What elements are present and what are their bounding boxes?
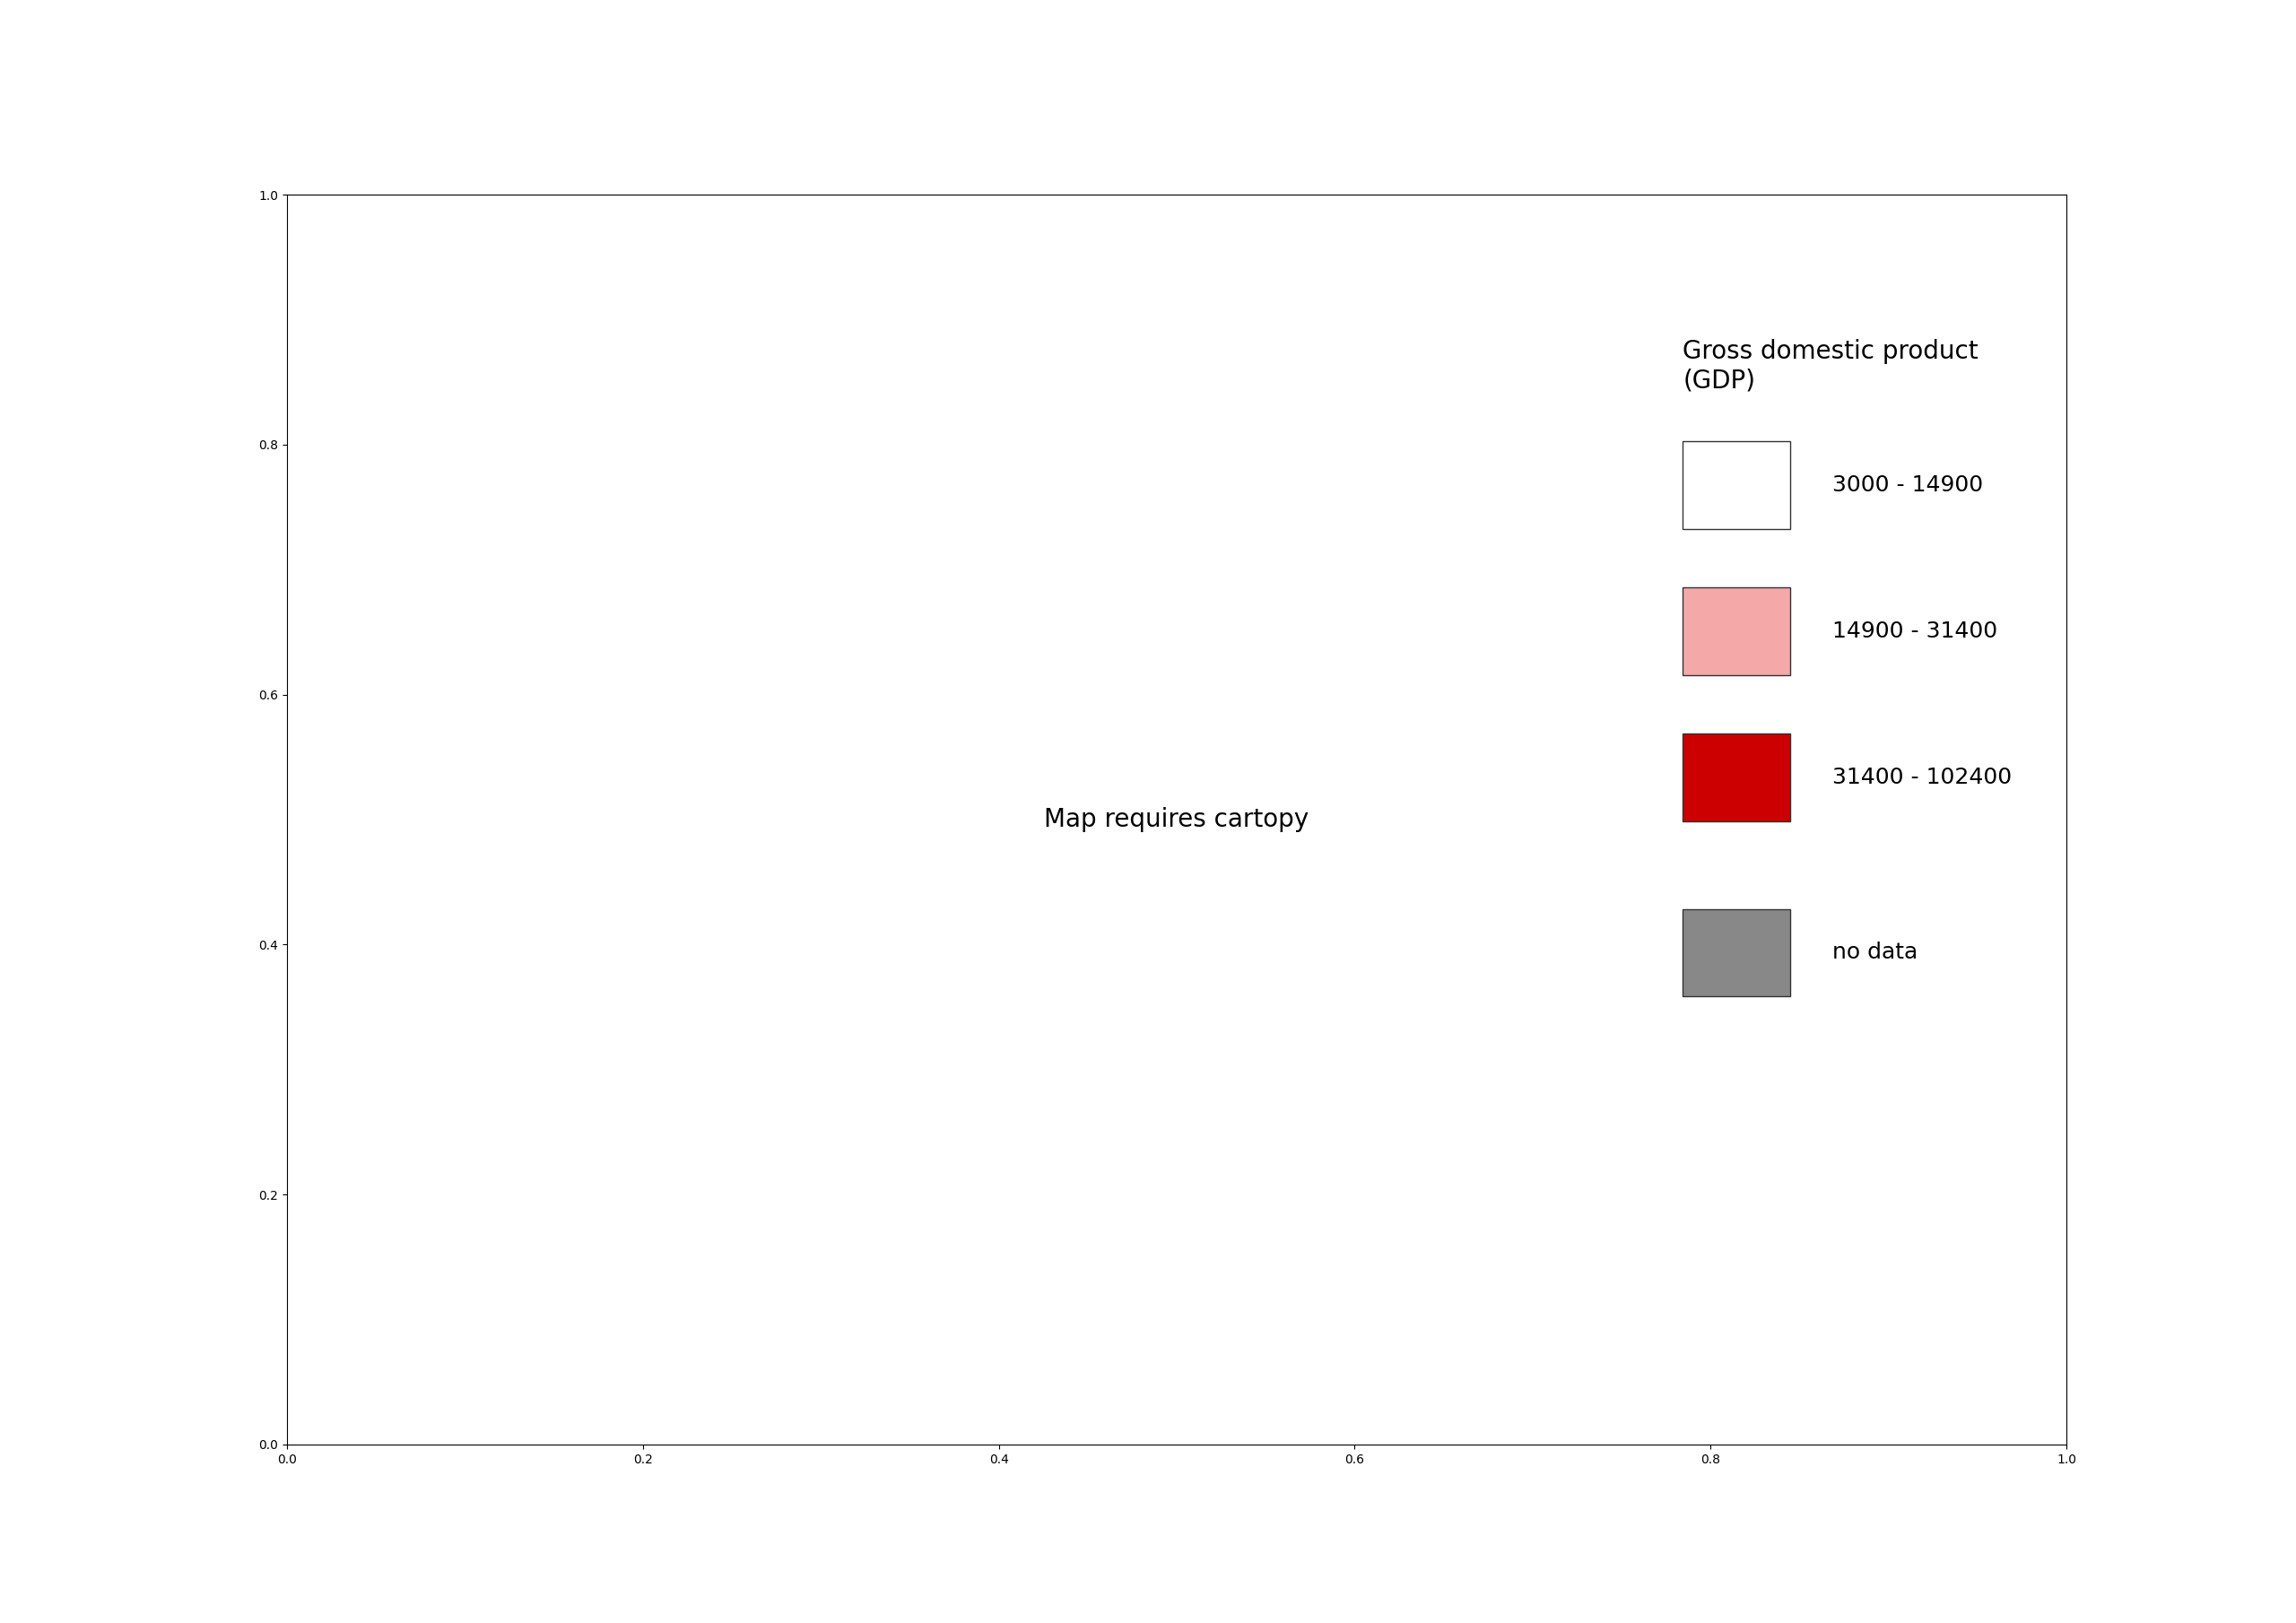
FancyBboxPatch shape [1683, 909, 1791, 997]
Text: 31400 - 102400: 31400 - 102400 [1832, 766, 2011, 789]
FancyBboxPatch shape [1683, 441, 1791, 529]
Text: Gross domestic product
(GDP): Gross domestic product (GDP) [1683, 339, 1979, 393]
Text: 14900 - 31400: 14900 - 31400 [1832, 620, 1998, 643]
FancyBboxPatch shape [1683, 734, 1791, 821]
Text: Map requires cartopy: Map requires cartopy [1045, 807, 1309, 833]
Text: 3000 - 14900: 3000 - 14900 [1832, 474, 1984, 497]
Text: no data: no data [1832, 941, 1917, 964]
FancyBboxPatch shape [1683, 588, 1791, 675]
